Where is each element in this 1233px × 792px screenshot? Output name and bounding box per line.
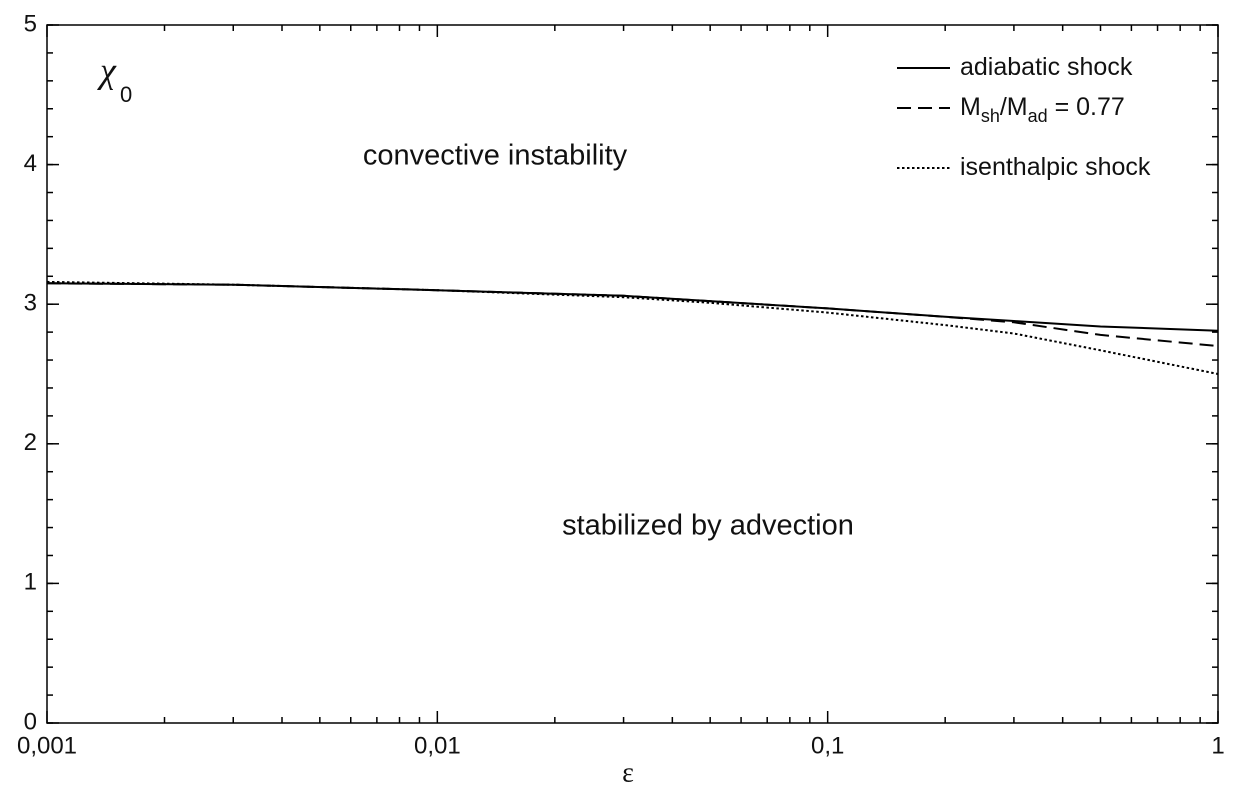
legend-label-part: = 0.77: [1048, 93, 1125, 121]
x-tick-label: 1: [1211, 732, 1224, 759]
y-tick-label: 3: [24, 290, 37, 317]
y-tick-label: 2: [24, 429, 37, 456]
annotation: stabilized by advection: [562, 510, 854, 542]
plot-frame: [46, 24, 1219, 724]
y-tick-label: 0: [24, 708, 37, 735]
y-tick-label: 4: [24, 150, 37, 177]
legend-label-sub: sh: [981, 106, 1000, 126]
series-line: [46, 282, 1219, 332]
legend-label: isenthalpic shock: [960, 153, 1151, 181]
x-axis-label: ε: [622, 757, 634, 788]
legend-label-part: isenthalpic shock: [960, 153, 1151, 181]
series-line: [46, 282, 1219, 348]
legend-label: Msh/Mad = 0.77: [960, 93, 1125, 126]
x-tick-label: 0,01: [414, 732, 461, 759]
legend-label-part: adiabatic shock: [960, 53, 1133, 81]
legend-label: adiabatic shock: [960, 53, 1133, 81]
legend-label-part: M: [960, 93, 981, 121]
y-tick-label: 5: [24, 10, 37, 37]
x-tick-label: 0,1: [811, 732, 844, 759]
y-axis-label: χ: [97, 50, 117, 90]
x-tick-label: 0,001: [17, 732, 77, 759]
y-tick-label: 1: [24, 569, 37, 596]
annotation: convective instability: [363, 140, 628, 172]
y-axis-label-sub: 0: [120, 82, 132, 107]
legend-label-sub: ad: [1028, 106, 1048, 126]
legend-label-part: /M: [1000, 93, 1028, 121]
